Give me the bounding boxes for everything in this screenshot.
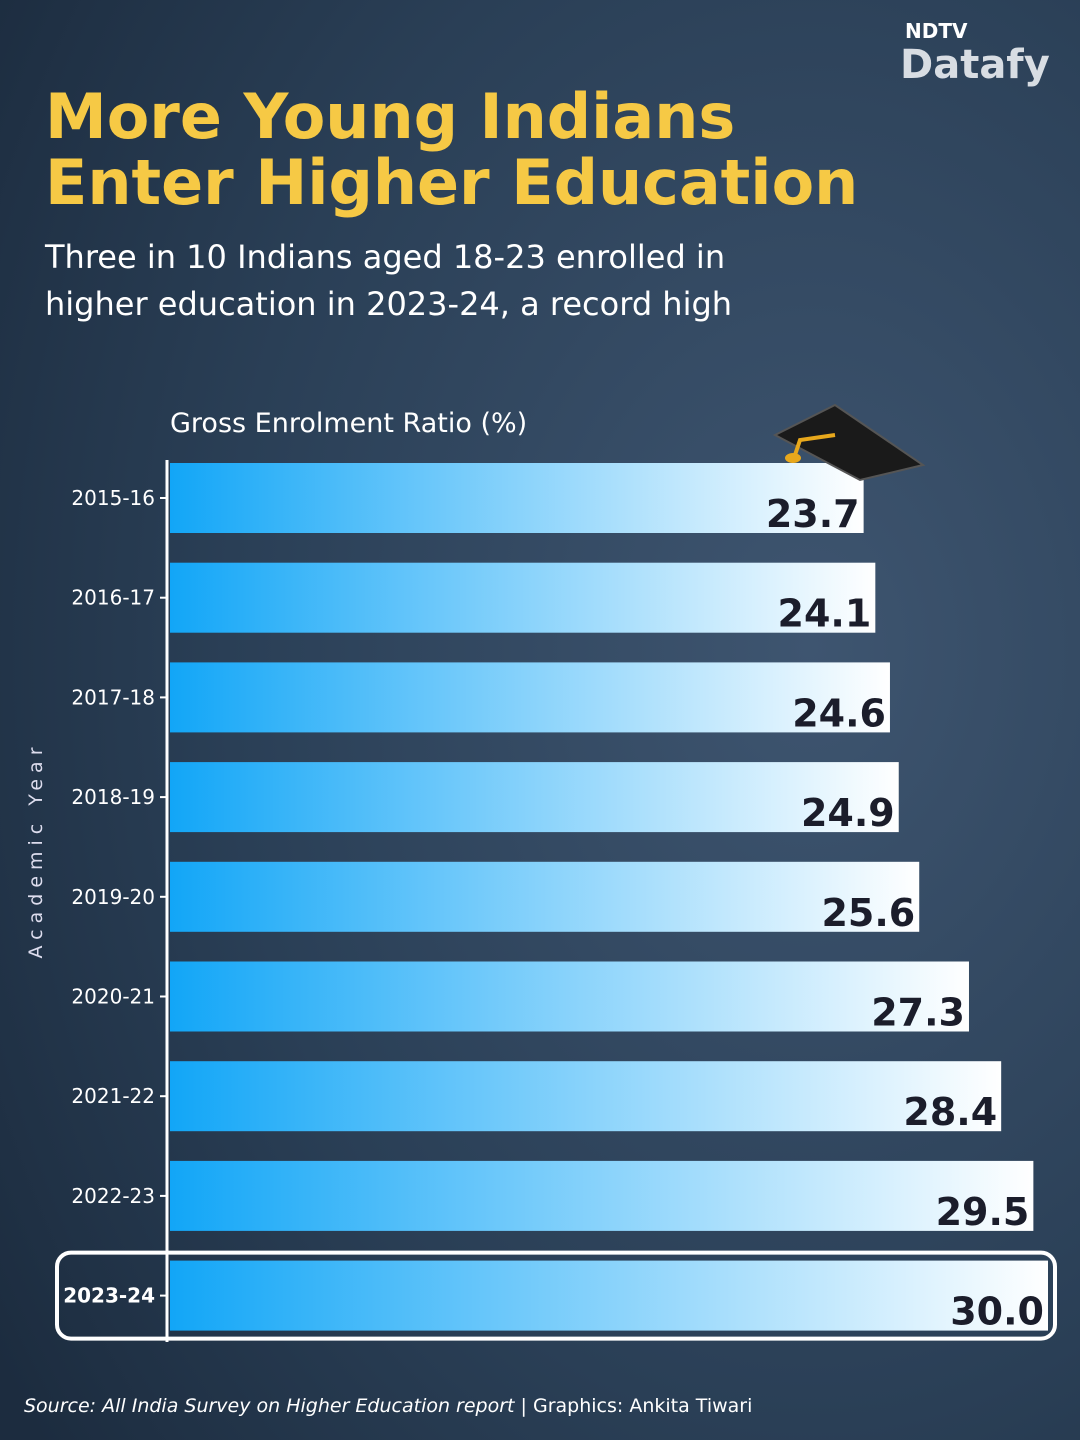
bar [170, 861, 920, 932]
value-label: 23.7 [766, 492, 860, 536]
chart-title: More Young Indians [45, 80, 735, 153]
value-label: 25.6 [821, 891, 915, 935]
bar [170, 662, 890, 733]
subtitle: higher education in 2023-24, a record hi… [45, 285, 732, 323]
graduation-cap-icon [772, 403, 926, 482]
y-tick-label: 2015-16 [71, 486, 155, 510]
value-label: 30.0 [950, 1290, 1044, 1334]
y-tick-label: 2019-20 [71, 885, 155, 909]
value-label: 27.3 [871, 991, 965, 1035]
value-label: 24.6 [792, 691, 886, 735]
y-tick-label: 2016-17 [71, 586, 155, 610]
y-tick-label: 2018-19 [71, 785, 155, 809]
y-tick-label: 2020-21 [71, 985, 155, 1009]
bar [170, 1260, 1048, 1331]
bars: 2015-16 23.7 2016-17 24.1 2017-18 24.6 2018-19… [55, 463, 1057, 1341]
source: Source: All India Survey on Higher Educa… [24, 1395, 752, 1417]
y-tick-label: 2017-18 [71, 685, 155, 709]
bar [170, 961, 969, 1032]
bar [170, 762, 899, 833]
brand-name: Datafy [900, 42, 1050, 88]
source-text: Source: All India Survey on Higher Educa… [24, 1395, 516, 1417]
bar [170, 562, 876, 633]
bar [170, 1061, 1002, 1132]
highlight-box [55, 1250, 1057, 1341]
value-axis-label: Gross Enrolment Ratio (%) [170, 408, 527, 439]
subtitle: Three in 10 Indians aged 18-23 enrolled … [44, 238, 725, 276]
y-tick-label: 2021-22 [71, 1084, 155, 1108]
bar [170, 463, 864, 533]
chart-title: Enter Higher Education [45, 146, 858, 219]
value-label: 28.4 [903, 1090, 997, 1134]
bar [170, 1160, 1034, 1231]
category-axis-label: Academic Year [25, 741, 47, 958]
credit-text: | Graphics: Ankita Tiwari [515, 1395, 753, 1417]
y-tick-label: 2023-24 [63, 1284, 155, 1308]
y-tick-label: 2022-23 [71, 1184, 155, 1208]
value-label: 24.9 [801, 791, 895, 835]
brand-top: NDTV [905, 19, 968, 43]
value-label: 24.1 [778, 592, 872, 636]
value-label: 29.5 [936, 1190, 1030, 1234]
